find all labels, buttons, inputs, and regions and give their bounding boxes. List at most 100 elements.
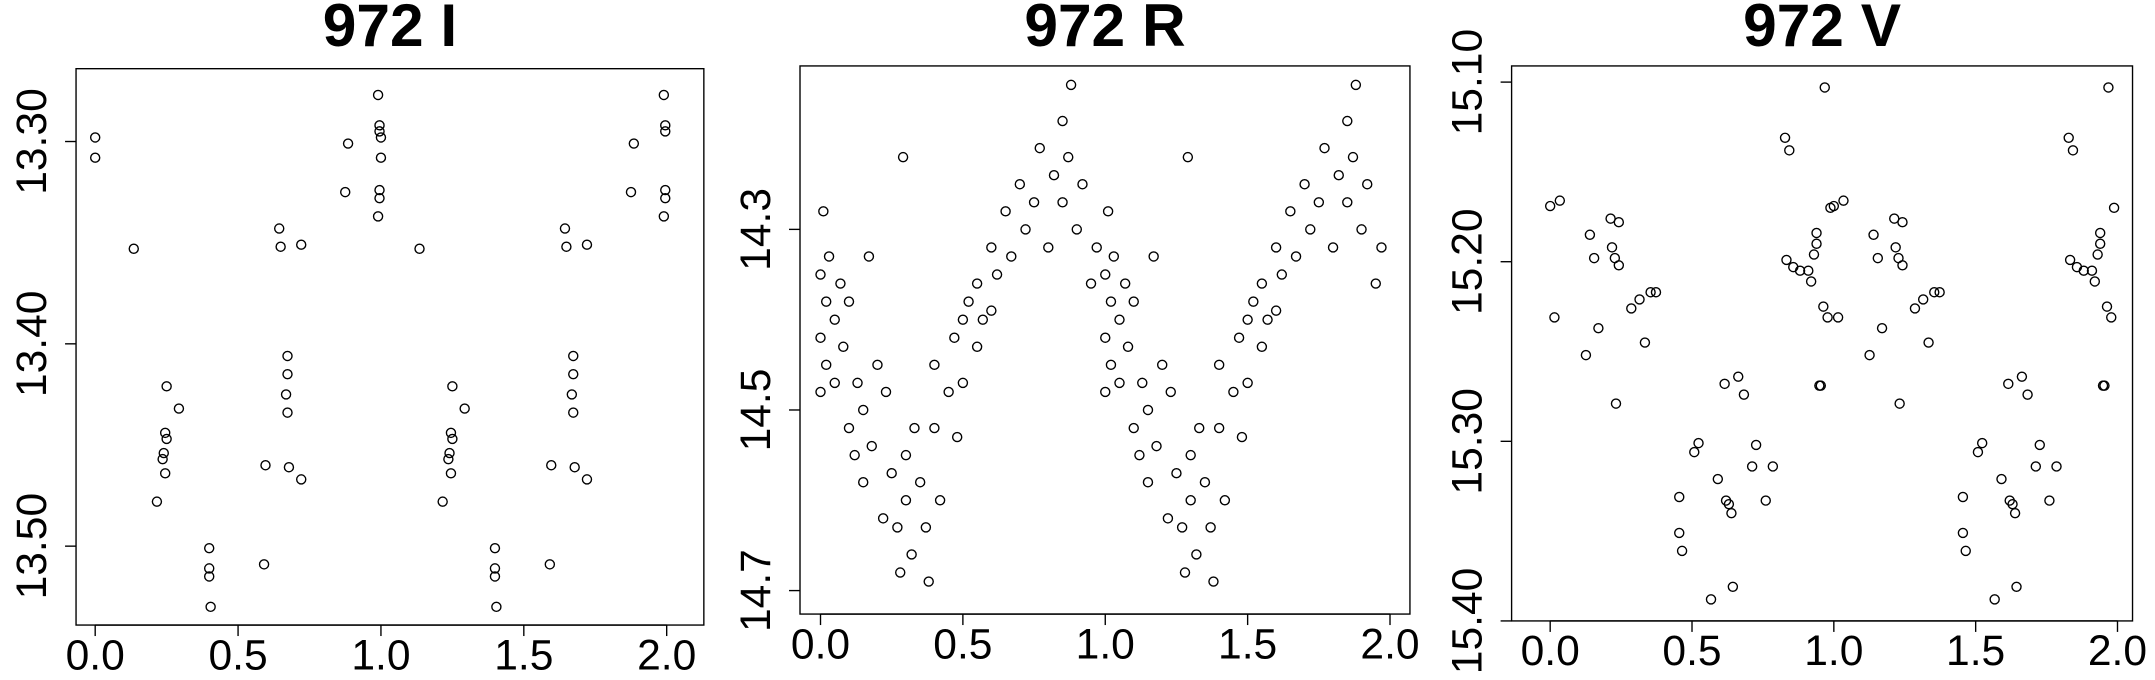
point bbox=[986, 242, 997, 253]
point bbox=[2022, 389, 2033, 400]
point bbox=[375, 152, 387, 163]
point bbox=[863, 251, 875, 262]
point bbox=[1119, 278, 1131, 289]
x-tick-label: 0.5 bbox=[1662, 627, 1721, 675]
point bbox=[1650, 287, 1662, 298]
x-tick-label: 1.0 bbox=[1076, 620, 1135, 668]
point bbox=[158, 447, 169, 459]
x-tick-label: 2.0 bbox=[1360, 620, 1419, 668]
point bbox=[1738, 389, 1750, 400]
point bbox=[1020, 224, 1031, 235]
point bbox=[295, 474, 307, 485]
point bbox=[2094, 238, 2106, 249]
point bbox=[559, 223, 571, 234]
chart-title: 972 V bbox=[1743, 0, 1901, 59]
point bbox=[1091, 242, 1102, 253]
point bbox=[1897, 260, 1908, 271]
point bbox=[1100, 386, 1111, 398]
point bbox=[1746, 461, 1758, 472]
point bbox=[1712, 473, 1724, 485]
point bbox=[866, 440, 877, 452]
point bbox=[900, 449, 912, 461]
point bbox=[857, 477, 869, 488]
point bbox=[2030, 461, 2042, 472]
point bbox=[2011, 581, 2022, 593]
point bbox=[283, 462, 295, 473]
point bbox=[1205, 522, 1216, 533]
point bbox=[1350, 79, 1362, 91]
point bbox=[1000, 206, 1011, 217]
point bbox=[161, 381, 172, 392]
point bbox=[489, 571, 501, 582]
point bbox=[1043, 242, 1054, 253]
point bbox=[1674, 491, 1685, 503]
x-tick-label: 1.5 bbox=[494, 631, 553, 679]
point bbox=[1362, 179, 1373, 190]
point bbox=[1872, 252, 1884, 264]
point bbox=[1819, 82, 1830, 93]
point bbox=[1290, 251, 1302, 262]
point bbox=[1071, 224, 1083, 235]
point bbox=[815, 269, 826, 280]
point bbox=[372, 211, 384, 222]
point bbox=[1342, 115, 1353, 127]
point bbox=[1100, 269, 1111, 280]
point bbox=[838, 341, 849, 352]
point bbox=[447, 433, 458, 445]
x-tick-label: 0.0 bbox=[791, 620, 850, 668]
point bbox=[660, 126, 671, 137]
point bbox=[986, 305, 997, 316]
point bbox=[157, 453, 168, 465]
point bbox=[658, 89, 670, 101]
point bbox=[1176, 522, 1188, 533]
point bbox=[459, 403, 470, 414]
point bbox=[1767, 461, 1779, 472]
point bbox=[920, 522, 932, 533]
point bbox=[2004, 495, 2015, 506]
point bbox=[2101, 301, 2113, 312]
point bbox=[260, 460, 271, 471]
point bbox=[1580, 349, 1592, 361]
point bbox=[1760, 495, 1771, 506]
point bbox=[444, 447, 455, 459]
point bbox=[843, 422, 855, 434]
point bbox=[1811, 227, 1822, 239]
point bbox=[1613, 260, 1625, 271]
point bbox=[1613, 216, 1625, 228]
point bbox=[1876, 322, 1888, 334]
point bbox=[2106, 312, 2117, 323]
point bbox=[203, 571, 215, 582]
point bbox=[1134, 449, 1145, 461]
point bbox=[818, 206, 829, 217]
y-tick-label: 15.20 bbox=[1444, 208, 1492, 315]
point bbox=[1185, 495, 1196, 506]
point bbox=[1996, 473, 2007, 485]
point bbox=[581, 239, 593, 250]
point bbox=[1370, 278, 1381, 289]
point bbox=[1128, 296, 1139, 307]
point bbox=[374, 120, 385, 131]
point bbox=[1347, 151, 1359, 163]
point bbox=[1890, 242, 1901, 253]
point bbox=[1148, 251, 1159, 262]
point bbox=[1313, 197, 1325, 208]
point bbox=[843, 296, 855, 307]
point bbox=[949, 332, 960, 343]
point bbox=[568, 368, 579, 380]
point bbox=[1972, 446, 1984, 458]
point bbox=[1270, 242, 1282, 253]
point bbox=[568, 350, 579, 362]
x-tick-label: 0.0 bbox=[66, 631, 125, 679]
point bbox=[829, 377, 840, 389]
point bbox=[1828, 200, 1840, 212]
point bbox=[1165, 386, 1176, 398]
point bbox=[569, 462, 580, 473]
point bbox=[1868, 229, 1879, 240]
y-tick-label: 13.30 bbox=[8, 88, 56, 195]
point bbox=[89, 132, 101, 143]
y-tick-label: 14.3 bbox=[732, 188, 780, 271]
point bbox=[943, 386, 954, 398]
chart-title: 972 I bbox=[323, 0, 457, 59]
point bbox=[1784, 145, 1795, 156]
